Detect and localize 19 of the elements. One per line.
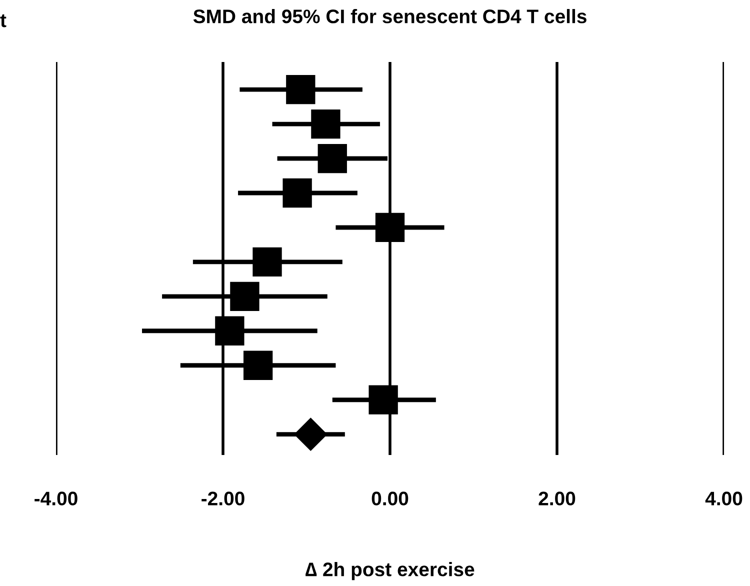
point xyxy=(215,316,244,346)
x-tick-label: 4.00 xyxy=(705,492,742,506)
point xyxy=(311,109,340,139)
chart-title: SMD and 95% CI for senescent CD4 T cells xyxy=(193,9,586,24)
point xyxy=(230,282,260,312)
point xyxy=(368,385,398,414)
point xyxy=(282,178,312,208)
point xyxy=(252,247,282,277)
x-tick-label: 0.00 xyxy=(372,492,408,506)
point xyxy=(375,212,405,242)
point xyxy=(286,74,316,104)
point xyxy=(243,350,273,380)
point xyxy=(294,418,328,451)
x-axis-title: ∆ 2h post exercise xyxy=(306,562,474,580)
x-tick-label: 2.00 xyxy=(538,492,576,506)
x-tick-label: -4.00 xyxy=(34,492,78,506)
x-tick-label: -2.00 xyxy=(202,492,244,506)
text: t xyxy=(0,14,6,28)
point xyxy=(318,144,347,174)
